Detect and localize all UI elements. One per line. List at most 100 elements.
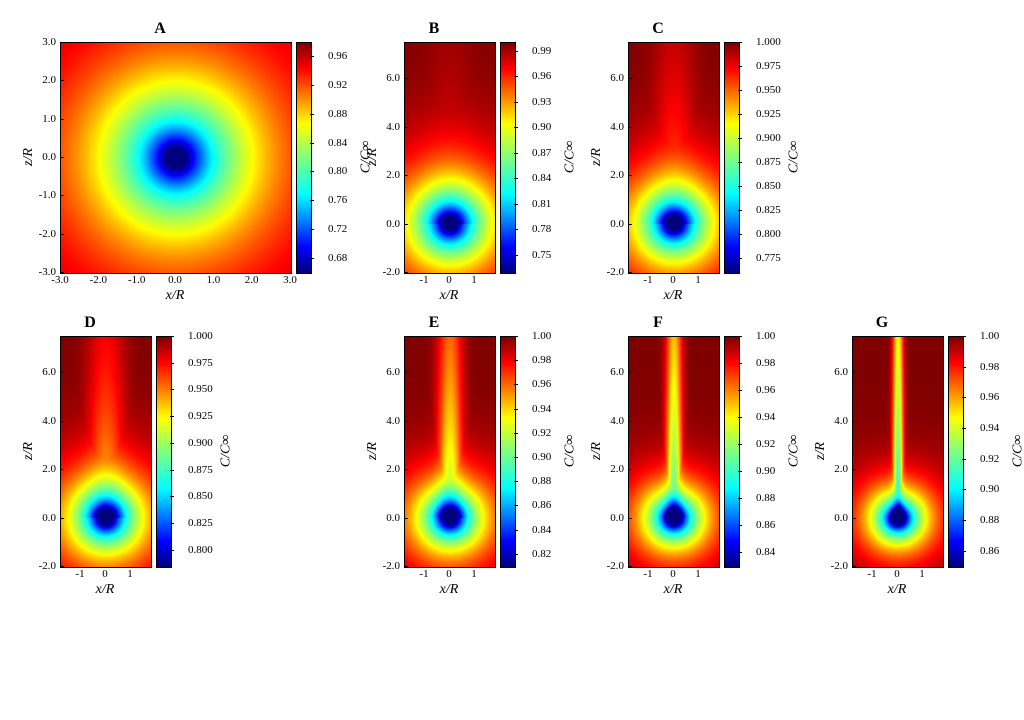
ytick-label: 0.0 [610,512,628,524]
colorbar-tick-label: 0.950 [756,84,781,96]
colorbar-tick-label: 0.84 [532,172,551,184]
xlabel: x/R [404,582,494,598]
ytick-label: 2.0 [834,463,852,475]
xlabel: x/R [60,288,290,304]
xtick-label: 0 [670,566,676,580]
panel-A: A-3.0-2.0-1.00.01.02.03.0-3.0-2.0-1.00.0… [20,20,360,304]
colorbar-tick-label: 0.88 [532,475,551,487]
colorbar-tick-label: 0.800 [756,228,781,240]
ytick-label: 4.0 [834,415,852,427]
heatmap [628,42,720,274]
ytick-label: 4.0 [610,121,628,133]
colorbar-tick-label: 0.90 [532,451,551,463]
ytick-label: 6.0 [834,366,852,378]
ytick-label: -1.0 [39,189,60,201]
ytick-label: 6.0 [610,366,628,378]
ytick-label: -2.0 [383,266,404,278]
ytick-label: 6.0 [386,366,404,378]
panel-F: F-2.00.02.04.06.0-101z/Rx/R0.840.860.880… [588,314,808,598]
colorbar-tick-label: 0.86 [980,545,999,557]
colorbar-tick-label: 0.68 [328,252,347,264]
heatmap [60,42,292,274]
ytick-label: 0.0 [610,218,628,230]
colorbar-tick-label: 0.98 [756,357,775,369]
xtick-label: 3.0 [283,272,297,286]
colorbar-tick-label: 0.84 [756,546,775,558]
heatmap [404,336,496,568]
xlabel: x/R [852,582,942,598]
panel-E: E-2.00.02.04.06.0-101z/Rx/R0.820.840.860… [364,314,584,598]
colorbar-tick-label: 0.94 [980,422,999,434]
xtick-label: 1.0 [206,272,220,286]
colorbar-tick-label: 0.84 [328,137,347,149]
ylabel: z/R [589,148,605,166]
xtick-label: -1 [419,566,428,580]
colorbar-tick-label: 0.93 [532,96,551,108]
ytick-label: 6.0 [610,72,628,84]
ytick-label: 0.0 [386,218,404,230]
colorbar-tick-label: 1.000 [188,330,213,342]
colorbar-tick-label: 0.90 [756,465,775,477]
ytick-label: -2.0 [39,228,60,240]
ylabel: z/R [365,148,381,166]
colorbar-tick-label: 0.850 [188,490,213,502]
colorbar-tick-label: 0.775 [756,252,781,264]
colorbar-tick-label: 0.900 [188,437,213,449]
colorbar-tick-label: 0.96 [328,50,347,62]
ytick-label: 0.0 [42,151,60,163]
panel-title: F [588,314,728,332]
ytick-label: 4.0 [386,415,404,427]
ytick-label: 4.0 [386,121,404,133]
colorbar-label: C/C∞ [1010,435,1024,468]
xtick-label: 1 [695,566,701,580]
ytick-label: 4.0 [610,415,628,427]
ytick-label: -2.0 [607,266,628,278]
colorbar-tick-label: 0.92 [980,453,999,465]
colorbar-tick-label: 0.875 [188,464,213,476]
ytick-label: -2.0 [831,560,852,572]
ylabel: z/R [813,442,829,460]
colorbar-tick-label: 0.925 [188,410,213,422]
colorbar-tick-label: 0.86 [532,499,551,511]
ytick-label: 2.0 [610,169,628,181]
colorbar-tick-label: 0.82 [532,548,551,560]
colorbar-tick-label: 0.88 [328,108,347,120]
ylabel: z/R [365,442,381,460]
colorbar-label: C/C∞ [562,435,578,468]
ytick-label: 6.0 [386,72,404,84]
ytick-label: 3.0 [42,36,60,48]
ytick-label: 2.0 [42,463,60,475]
ytick-label: -2.0 [607,560,628,572]
colorbar-tick-label: 0.900 [756,132,781,144]
colorbar [948,336,964,568]
colorbar-tick-label: 0.825 [188,517,213,529]
xtick-label: 1 [127,566,133,580]
colorbar-tick-label: 1.00 [756,330,775,342]
colorbar-tick-label: 0.975 [756,60,781,72]
panel-title: B [364,20,504,38]
xtick-label: 2.0 [245,272,259,286]
ytick-label: 2.0 [386,463,404,475]
panel-title: G [812,314,952,332]
ytick-label: 6.0 [42,366,60,378]
xtick-label: 1 [695,272,701,286]
colorbar-tick-label: 1.000 [756,36,781,48]
xtick-label: 1 [471,272,477,286]
xtick-label: 0 [894,566,900,580]
colorbar-label: C/C∞ [786,141,802,174]
ytick-label: 0.0 [834,512,852,524]
heatmap [852,336,944,568]
colorbar-label: C/C∞ [786,435,802,468]
ytick-label: 2.0 [42,74,60,86]
colorbar-tick-label: 0.90 [980,483,999,495]
colorbar-tick-label: 0.78 [532,223,551,235]
colorbar-tick-label: 0.92 [328,79,347,91]
colorbar [724,336,740,568]
panel-title: D [20,314,160,332]
xlabel: x/R [60,582,150,598]
xtick-label: 0.0 [168,272,182,286]
xtick-label: 0 [446,272,452,286]
panel-D: D-2.00.02.04.06.0-101z/Rx/R0.8000.8250.8… [20,314,360,598]
colorbar-tick-label: 0.88 [756,492,775,504]
colorbar [156,336,172,568]
